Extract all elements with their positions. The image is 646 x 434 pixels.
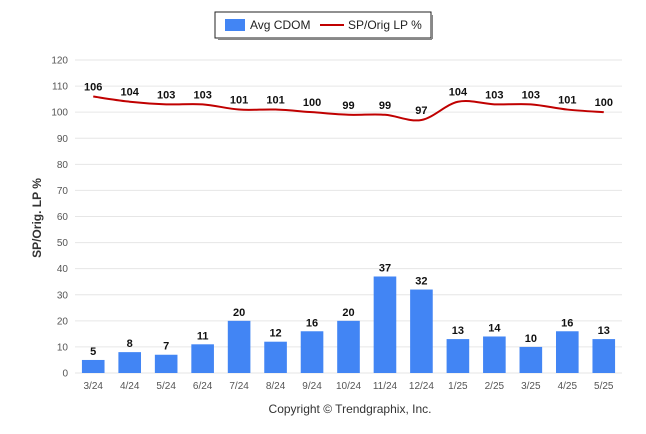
line-data-label: 97 [415,105,427,117]
x-tick-label: 9/24 [302,381,322,392]
y-tick-label: 0 [62,369,68,380]
legend-line-label: SP/Orig LP % [348,18,422,32]
bar-data-label: 13 [452,325,464,337]
line-data-label: 101 [230,95,248,107]
x-tick-label: 8/24 [266,381,286,392]
bar-data-label: 20 [342,307,354,319]
bar-data-label: 16 [561,317,573,329]
bar-data-label: 8 [127,338,133,350]
bar-data-label: 13 [598,325,610,337]
bar [519,346,543,373]
line-data-label: 104 [449,87,468,99]
bar-data-label: 14 [488,322,501,334]
line-data-label: 100 [595,97,613,109]
line-path [93,95,604,122]
x-tick-label: 3/24 [83,381,103,392]
y-tick-label: 30 [57,290,69,301]
x-tick-label: 12/24 [409,381,434,392]
x-tick-label: 1/25 [448,381,468,392]
y-tick-label: 80 [57,160,69,171]
bar-series [81,276,616,373]
bar-data-label: 7 [163,341,169,353]
bar [483,336,506,373]
legend-bar-label: Avg CDOM [250,18,310,32]
line-data-label: 100 [303,97,321,109]
x-tick-label: 11/24 [373,381,398,392]
bar [227,320,251,373]
y-tick-label: 90 [57,134,69,145]
x-axis-ticks: 3/24 4/24 5/24 6/24 7/24 8/24 9/24 10/24 11/24 12… [83,381,613,392]
line-data-label: 103 [522,89,540,101]
y-tick-label: 10 [57,342,69,353]
y-tick-label: 60 [57,212,69,223]
bar-data-label: 16 [306,317,318,329]
x-tick-label: 5/24 [156,381,176,392]
bar [373,276,397,373]
y-tick-label: 50 [57,238,69,249]
y-tick-label: 120 [51,56,68,67]
bar [191,344,214,373]
y-axis-ticks: 0 10 20 30 40 50 60 70 80 90 100 110 120 [51,56,68,380]
bar [446,339,470,373]
x-tick-label: 2/25 [485,381,505,392]
legend-bar-swatch [225,19,245,31]
y-tick-label: 100 [51,108,68,119]
line-data-label: 101 [558,95,576,107]
line-data-label: 103 [485,89,503,101]
x-tick-label: 3/25 [521,381,541,392]
bar [410,289,433,373]
bar-data-label: 5 [90,346,96,358]
line-data-label: 101 [266,95,284,107]
bar-data-label: 20 [233,307,245,319]
y-tick-label: 20 [57,316,69,327]
line-data-label: 99 [342,100,354,112]
x-tick-label: 6/24 [193,381,213,392]
bar [555,331,579,373]
bar [154,354,178,373]
data-labels: 5 8 7 11 20 12 16 20 37 32 13 14 10 16 13 106 104 103 103 1… [84,82,613,358]
bar-data-label: 12 [269,328,281,340]
y-tick-label: 110 [52,82,68,93]
line-data-label: 103 [157,89,175,101]
y-axis-title: SP/Orig. LP % [30,178,44,258]
grid-lines [75,59,622,374]
bar [264,341,287,373]
x-tick-label: 10/24 [336,381,361,392]
line-data-label: 103 [193,89,211,101]
x-tick-label: 7/24 [229,381,249,392]
y-tick-label: 70 [57,186,69,197]
bar [118,352,142,373]
y-tick-label: 40 [57,264,69,275]
line-data-label: 99 [379,100,391,112]
line-data-label: 106 [84,82,102,94]
bar-data-label: 32 [415,276,427,288]
copyright-text: Copyright © Trendgraphix, Inc. [269,402,432,416]
bar [81,359,105,373]
bar-data-label: 11 [197,330,209,342]
bar-data-label: 10 [525,333,537,345]
line-data-label: 104 [121,87,140,99]
legend: Avg CDOM SP/Orig LP % [214,11,433,40]
x-tick-label: 4/24 [120,381,140,392]
bar [592,339,616,373]
x-tick-label: 5/25 [594,381,614,392]
line-series [93,95,604,122]
bar [337,320,360,373]
bar-data-label: 37 [379,262,391,274]
x-tick-label: 4/25 [558,381,578,392]
bar [300,331,324,373]
